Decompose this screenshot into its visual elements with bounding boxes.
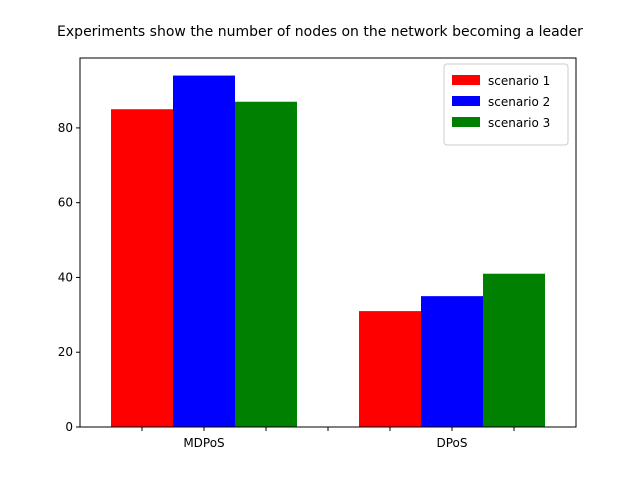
legend-swatch-1 (452, 75, 480, 85)
x-tick-label-mdpos: MDPoS (183, 436, 224, 450)
y-tick-label: 60 (58, 196, 73, 210)
legend-label-3: scenario 3 (488, 116, 550, 130)
y-tick-label: 0 (65, 420, 73, 434)
x-tick-label-dpos: DPoS (436, 436, 467, 450)
legend-swatch-2 (452, 96, 480, 106)
legend-swatch-3 (452, 117, 480, 127)
bar-mdpos-series-3 (235, 101, 297, 427)
axes-layer: 0 20 40 60 80 MDPoS DPoS (58, 57, 577, 450)
y-tick-label: 40 (58, 270, 73, 284)
legend-label-1: scenario 1 (488, 74, 550, 88)
bar-mdpos-series-1 (111, 109, 173, 427)
bar-dpos-series-1 (359, 311, 421, 427)
chart-title: Experiments show the number of nodes on … (57, 24, 583, 40)
y-tick-label: 80 (58, 121, 73, 135)
bar-mdpos-series-2 (173, 75, 235, 428)
bar-dpos-series-2 (421, 296, 483, 427)
bar-dpos-series-3 (483, 273, 545, 427)
legend-label-2: scenario 2 (488, 95, 550, 109)
y-tick-label: 20 (58, 345, 73, 359)
bars-layer (111, 75, 545, 428)
legend: scenario 1 scenario 2 scenario 3 (443, 63, 569, 146)
